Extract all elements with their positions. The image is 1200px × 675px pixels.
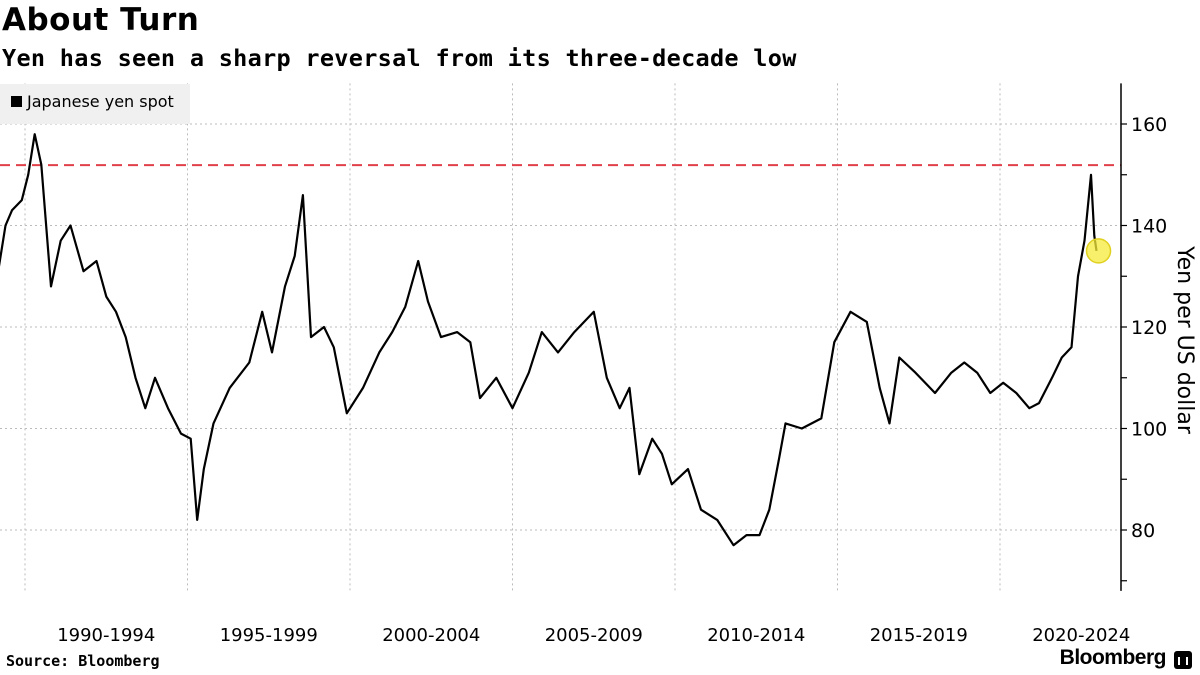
y-tick-label: 140 bbox=[1131, 216, 1167, 238]
legend-label: Japanese yen spot bbox=[26, 92, 174, 111]
y-tick-label: 80 bbox=[1131, 520, 1155, 542]
legend-background bbox=[0, 84, 190, 124]
y-tick-label: 160 bbox=[1131, 114, 1167, 136]
x-tick-label: 2005-2009 bbox=[545, 625, 643, 646]
y-tick-label: 100 bbox=[1131, 419, 1167, 441]
x-tick-label: 2010-2014 bbox=[707, 625, 805, 646]
bloomberg-logo: Bloomberg bbox=[1059, 646, 1167, 669]
chart-title: About Turn bbox=[2, 2, 200, 38]
y-tick-label: 120 bbox=[1131, 317, 1167, 339]
x-tick-label: 2020-2024 bbox=[1032, 625, 1130, 646]
highlight-point bbox=[1085, 238, 1112, 264]
x-tick-label: 2000-2004 bbox=[382, 625, 480, 646]
series-line-japanese-yen-spot bbox=[0, 133, 1098, 547]
bloomberg-terminal-icon bbox=[1174, 651, 1192, 669]
chart-subtitle: Yen has seen a sharp reversal from its t… bbox=[2, 44, 797, 72]
y-axis-label: Yen per US dollar bbox=[1172, 245, 1197, 435]
legend-swatch bbox=[11, 96, 22, 107]
x-tick-label: 2015-2019 bbox=[870, 625, 968, 646]
x-tick-label: 1990-1994 bbox=[57, 625, 155, 646]
source-note: Source: Bloomberg bbox=[6, 652, 160, 670]
x-tick-label: 1995-1999 bbox=[220, 625, 318, 646]
